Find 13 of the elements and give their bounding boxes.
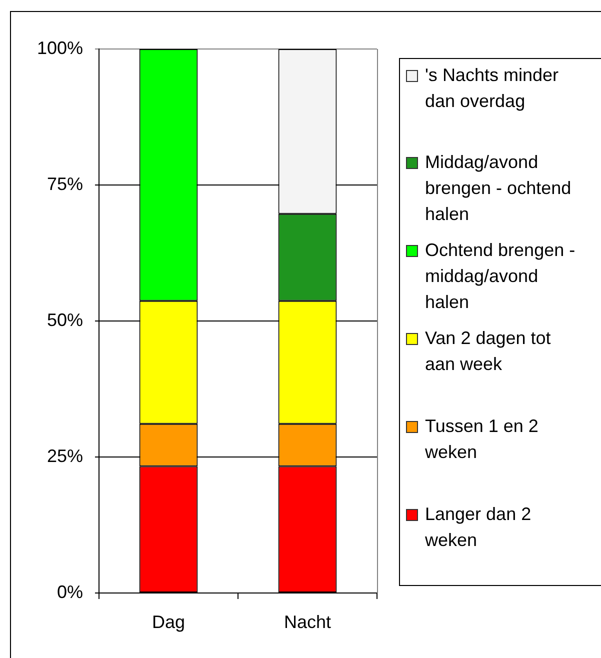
- legend-label: Middag/avond brengen - ochtend halen: [425, 152, 572, 224]
- y-tick-label: 25%: [46, 446, 83, 466]
- legend-label: Ochtend brengen - middag/avond halen: [425, 240, 576, 312]
- legend-label: 's Nachts minder dan overdag: [425, 64, 558, 111]
- legend-label: Langer dan 2 weken: [424, 504, 532, 550]
- x-tick-label: Dag: [152, 612, 186, 632]
- x-tick-label: Nacht: [284, 612, 332, 632]
- y-tick-label: 75%: [46, 174, 83, 194]
- legend-label: Van 2 dagen tot aan week: [425, 328, 551, 374]
- y-tick-label: 100%: [36, 38, 83, 58]
- legend-label: Tussen 1 en 2 weken: [424, 416, 538, 462]
- y-tick-label: 50%: [46, 310, 83, 330]
- y-tick-label: 0%: [56, 582, 83, 602]
